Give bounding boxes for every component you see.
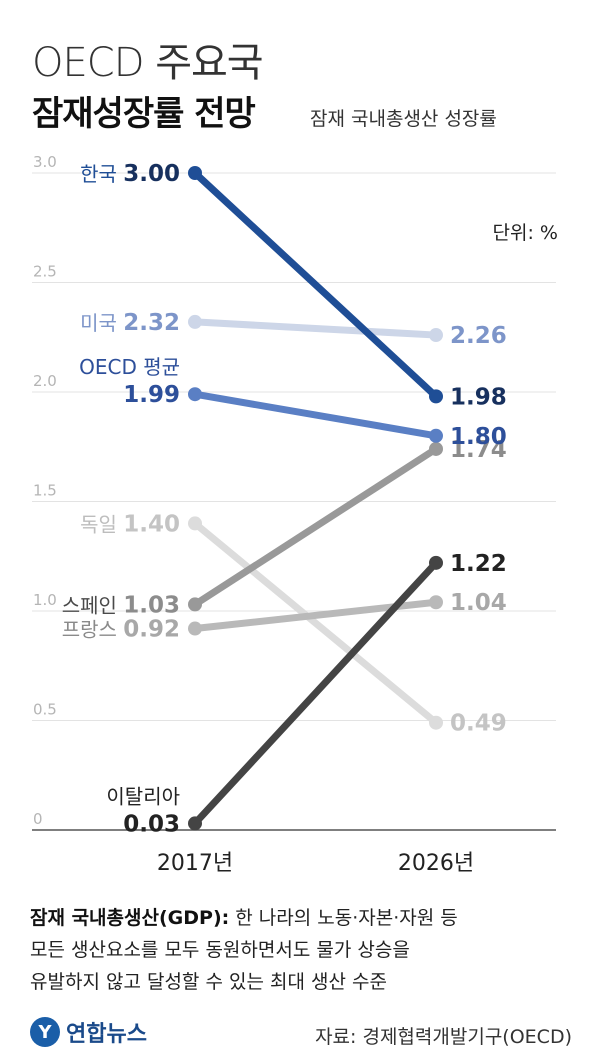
series-name: 미국 <box>80 311 123 335</box>
data-point <box>188 816 202 831</box>
data-label: 2.32 <box>123 310 180 336</box>
x-tick-label: 2017년 <box>157 851 233 876</box>
data-point <box>188 314 202 329</box>
data-label: 0.49 <box>450 711 507 737</box>
data-point <box>429 389 443 404</box>
series-name: 이탈리아 <box>106 784 180 808</box>
title-line-2: 잠재성장률 전망 <box>32 94 256 134</box>
data-label: 1.22 <box>450 551 507 577</box>
series-left-label: 프랑스 0.92 <box>62 617 180 643</box>
note-line-2: 모든 생산요소를 모두 동원하면서도 물가 상승을 <box>30 939 410 961</box>
data-point <box>188 387 202 402</box>
series-line <box>191 318 440 339</box>
x-tick-label: 2026년 <box>398 851 474 876</box>
data-label: 3.00 <box>123 161 180 187</box>
series-name: 스페인 <box>62 593 124 617</box>
series-name: OECD 평균 <box>79 355 180 379</box>
y-tick-label: 1.0 <box>33 591 57 609</box>
series-name: 독일 <box>80 512 123 536</box>
data-label: 0.92 <box>123 617 180 643</box>
data-label: 1.04 <box>450 590 507 616</box>
series-line <box>191 519 440 727</box>
data-point <box>188 166 202 180</box>
chart-subtitle: 잠재 국내총생산 성장률 <box>310 108 497 130</box>
logo-text: 연합뉴스 <box>66 1022 147 1047</box>
series-left-label: 미국 2.32 <box>80 310 180 336</box>
data-label: 1.99 <box>123 382 180 408</box>
series-line <box>191 559 440 827</box>
data-point <box>429 441 443 456</box>
yonhap-logo: Y 연합뉴스 <box>30 1016 147 1048</box>
data-point <box>188 621 202 636</box>
data-label: 1.40 <box>123 511 180 537</box>
note-term: 잠재 국내총생산(GDP): <box>30 907 230 929</box>
series-line <box>191 390 440 440</box>
y-tick-label: 2.5 <box>33 263 57 281</box>
y-tick-label: 3.0 <box>33 153 57 171</box>
data-point <box>429 328 443 343</box>
series-left-label: 스페인 1.03 <box>62 592 180 618</box>
y-tick-label: 0 <box>33 810 43 828</box>
definition-note: 잠재 국내총생산(GDP): 한 나라의 노동·자본·자원 등 모든 생산요소를… <box>30 902 575 998</box>
series-line <box>191 169 440 400</box>
y-tick-label: 0.5 <box>33 701 57 719</box>
logo-icon: Y <box>30 1017 60 1047</box>
data-point <box>429 428 443 443</box>
title-line-1: OECD 주요국 <box>32 40 264 86</box>
unit-label: 단위: % <box>492 222 558 244</box>
data-point <box>429 595 443 610</box>
source-text: 자료: 경제협력개발기구(OECD) <box>315 1026 572 1048</box>
data-label: 0.03 <box>123 811 180 837</box>
note-line-1: 한 나라의 노동·자본·자원 등 <box>229 907 458 929</box>
y-tick-label: 2.0 <box>33 372 57 390</box>
note-line-3: 유발하지 않고 달성할 수 있는 최대 생산 수준 <box>30 971 387 993</box>
data-label: 1.03 <box>123 592 180 618</box>
data-point <box>429 555 443 570</box>
series-name: 프랑스 <box>62 618 124 642</box>
data-point <box>188 597 202 612</box>
data-point <box>188 516 202 531</box>
series-left-label: 한국 3.00 <box>80 161 180 187</box>
y-tick-label: 1.5 <box>33 482 57 500</box>
data-label: 1.74 <box>450 437 507 463</box>
data-label: 1.80 <box>450 424 507 450</box>
data-label: 2.26 <box>450 323 507 349</box>
series-name: 한국 <box>80 162 123 186</box>
series-line <box>191 445 440 608</box>
series-left-label: 독일 1.40 <box>80 511 180 537</box>
data-point <box>429 715 443 730</box>
data-label: 1.98 <box>450 384 507 410</box>
slope-chart: 0 0.5 1.0 1.5 2.0 2.5 3.0 2017년 2026년 독일 1.40 프랑스 … <box>32 153 556 876</box>
